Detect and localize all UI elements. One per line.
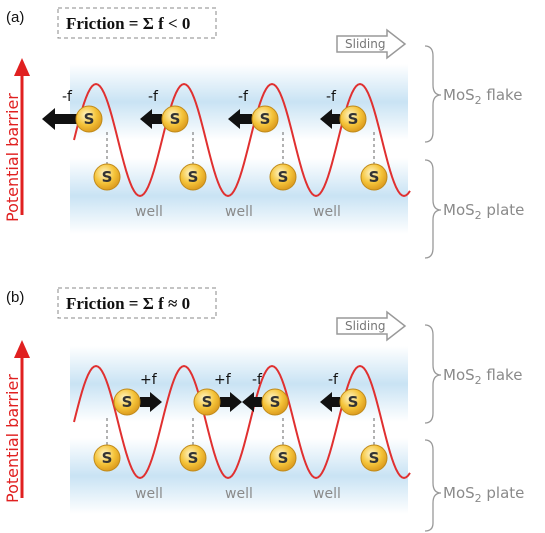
panel-b-flake-atom-3	[261, 388, 289, 416]
panel-b-well-1: well	[135, 486, 163, 502]
panel-b-force-arrow-4	[320, 392, 340, 412]
panel-a-plate-atom-label-2: S	[188, 168, 199, 186]
panel-a-plate-band	[70, 158, 408, 234]
panel-b-flake-atom-2	[193, 388, 221, 416]
panel-b-barrier-arrowhead	[14, 340, 30, 358]
panel-a-flake-atom-label-2: S	[170, 110, 181, 128]
panel-a-plate-atom-label-4: S	[369, 168, 380, 186]
panel-a-flake-atom-label-4: S	[348, 110, 359, 128]
panel-b-friction-box	[57, 287, 217, 319]
panel-b-label: (b)	[6, 289, 24, 306]
panel-a-plate-atom-label-1: S	[102, 168, 113, 186]
panel-b-flake-atom-1	[113, 388, 141, 416]
panel-b-flake-brace	[424, 324, 442, 424]
panel-b-plate-atom-label-2: S	[188, 449, 199, 467]
panel-a-flake-atom-label-3: S	[260, 110, 271, 128]
panel-a-force-arrow-2	[140, 109, 162, 129]
panel-b-flake-atom-4	[339, 388, 367, 416]
panel-a-plate-atom-3	[269, 163, 297, 191]
panel-a-plate-atom-4	[360, 163, 388, 191]
panel-b-force-arrow-3	[242, 392, 262, 412]
panel-b-force-arrow-1	[140, 392, 162, 412]
panel-a-barrier-label: Potential barrier	[3, 93, 22, 222]
panel-b-flake-atom-label-2: S	[202, 393, 213, 411]
panel-a-flake-atoms: S S S S -f -f -f -f	[42, 89, 367, 133]
panel-a-flake-atom-label-1: S	[84, 110, 95, 128]
panel-a-friction-box	[57, 7, 217, 39]
panel-a-force-arrow-3	[228, 109, 252, 129]
panel-b-plate-atoms: S S S S	[93, 444, 388, 472]
panel-b-well-2: well	[225, 486, 253, 502]
panel-b-guides	[106, 418, 375, 447]
panel-a-flake-atom-2	[161, 105, 189, 133]
panel-b-force-label-1: +f	[140, 372, 158, 388]
panel-a-barrier-arrowhead	[14, 58, 30, 76]
panel-a-friction-text: Friction = Σ f < 0	[66, 14, 190, 33]
panel-b-plate-atom-4	[360, 444, 388, 472]
panel-b-well-3: well	[313, 486, 341, 502]
panel-b-plate-atom-label-4: S	[369, 449, 380, 467]
panel-a-flake-label: MoS2 flake	[443, 86, 522, 107]
panel-b-plate-atom-3	[269, 444, 297, 472]
panel-b-plate-label: MoS2 plate	[443, 484, 524, 505]
panel-a-well-1: well	[135, 204, 163, 220]
panel-b-plate-atom-label-3: S	[278, 449, 289, 467]
panel-a-plate-atoms: S S S S	[93, 163, 388, 191]
panel-a-plate-atom-2	[179, 163, 207, 191]
panel-a-sliding-arrow	[336, 28, 407, 60]
panel-a-plate-atom-1	[93, 163, 121, 191]
panel-b-friction-text: Friction = Σ f ≈ 0	[66, 294, 190, 313]
panel-b-force-label-3: -f	[252, 372, 263, 388]
panel-b-flake-label: MoS2 flake	[443, 366, 522, 387]
panel-a: (a) Friction = Σ f < 0 Sliding Potential…	[3, 7, 524, 259]
panel-a-force-label-1: -f	[62, 89, 73, 105]
panel-b-force-label-2: +f	[214, 372, 232, 388]
panel-b-sliding-text: Sliding	[345, 319, 385, 333]
panel-b-plate-brace	[424, 439, 442, 532]
panel-b-potential-wave	[73, 364, 411, 480]
panel-a-sliding-text: Sliding	[345, 37, 385, 51]
panel-a-flake-brace	[424, 45, 442, 143]
panel-b-force-arrow-2	[220, 392, 242, 412]
panel-a-plate-label: MoS2 plate	[443, 201, 524, 222]
panel-b-plate-band	[70, 438, 408, 514]
panel-b-flake-atom-label-3: S	[270, 393, 281, 411]
panel-a-label: (a)	[6, 9, 24, 26]
panel-a-well-3: well	[313, 204, 341, 220]
panel-a-flake-atom-3	[251, 105, 279, 133]
panel-b-plate-atom-2	[179, 444, 207, 472]
panel-a-force-label-2: -f	[148, 89, 159, 105]
panel-a-well-2: well	[225, 204, 253, 220]
panel-b-force-label-4: -f	[328, 372, 339, 388]
panel-a-plate-atom-label-3: S	[278, 168, 289, 186]
panel-b-plate-atom-label-1: S	[102, 449, 113, 467]
panel-b-flake-atom-label-1: S	[122, 393, 133, 411]
panel-b-flake-atom-label-4: S	[348, 393, 359, 411]
panel-b-flake-atoms: S S S S +f +f -f -f	[113, 372, 367, 416]
panel-a-force-arrow-4	[320, 109, 340, 129]
panel-a-force-label-3: -f	[238, 89, 249, 105]
panel-a-flake-atom-4	[339, 105, 367, 133]
panel-a-flake-atom-1	[75, 105, 103, 133]
panel-a-force-label-4: -f	[326, 89, 337, 105]
panel-b-plate-atom-1	[93, 444, 121, 472]
panel-a-plate-brace	[424, 159, 442, 259]
panel-b: (b) Friction = Σ f ≈ 0 Sliding Potential…	[3, 287, 524, 532]
panel-a-potential-wave	[73, 82, 411, 198]
panel-b-barrier-label: Potential barrier	[3, 374, 22, 503]
panel-a-force-arrow-1	[42, 108, 80, 130]
panel-b-sliding-arrow	[336, 310, 407, 342]
